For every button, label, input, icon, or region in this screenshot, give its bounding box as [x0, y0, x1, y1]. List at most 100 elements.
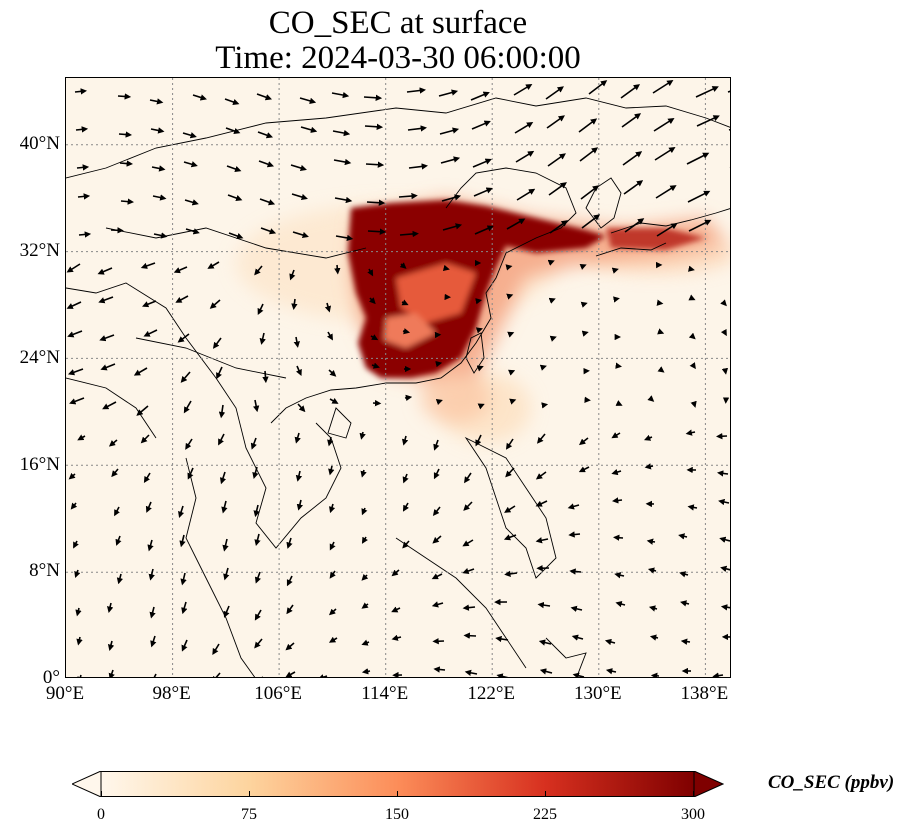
colorbar-tick-150: 150: [385, 806, 409, 823]
lon-tick-114e: 114°E: [361, 683, 409, 704]
wind-arrow: [435, 360, 443, 368]
wind-arrow: [579, 147, 599, 162]
wind-arrow: [680, 638, 691, 645]
wind-arrow: [578, 437, 589, 446]
wind-arrow: [547, 259, 555, 266]
wind-arrow: [361, 507, 368, 516]
wind-arrow: [462, 567, 475, 575]
wind-arrow: [66, 263, 81, 273]
wind-arrow: [536, 433, 546, 444]
wind-arrow: [66, 301, 82, 309]
wind-arrow: [292, 231, 309, 239]
map-title: CO_SEC at surface: [268, 5, 528, 41]
wind-arrow: [588, 80, 608, 95]
wind-arrow: [650, 672, 660, 677]
wind-arrow: [690, 400, 697, 408]
wind-arrow: [442, 223, 463, 231]
wind-arrow: [328, 465, 335, 476]
wind-arrow: [433, 439, 440, 451]
wind-arrow: [175, 295, 189, 303]
wind-arrow: [687, 190, 711, 203]
wind-arrow: [143, 329, 158, 337]
wind-arrow: [580, 185, 600, 200]
wind-arrow: [253, 504, 260, 518]
wind-arrow: [720, 604, 730, 611]
wind-arrow: [150, 127, 165, 134]
wind-arrow: [442, 264, 450, 272]
wind-arrow: [505, 438, 514, 450]
wind-arrow: [120, 198, 135, 205]
wind-arrow: [438, 89, 459, 97]
colorbar-extend-max: [693, 770, 725, 798]
wind-arrow: [149, 606, 156, 619]
wind-arrow: [286, 575, 293, 587]
wind-arrow: [546, 115, 565, 129]
map-time: Time: 2024-03-30 06:00:00: [215, 40, 581, 76]
wind-arrow: [545, 86, 564, 100]
wind-arrow: [432, 535, 442, 544]
wind-arrow: [679, 571, 689, 578]
wind-arrow: [496, 673, 509, 677]
wind-arrow: [222, 538, 229, 552]
wind-arrow: [257, 303, 264, 316]
wind-arrow: [180, 371, 191, 383]
wind-arrow: [360, 469, 367, 478]
wind-arrow: [440, 156, 461, 164]
lat-tick-0: 0°: [42, 667, 60, 688]
map-svg: [66, 78, 730, 677]
wind-arrow: [253, 399, 260, 413]
wind-arrow: [391, 606, 401, 613]
wind-arrow: [177, 333, 190, 343]
wind-arrow: [254, 638, 263, 649]
wind-arrow: [644, 434, 653, 441]
wind-arrow: [254, 609, 262, 621]
wind-arrow: [153, 673, 157, 677]
map-panel[interactable]: [65, 77, 731, 678]
wind-arrow: [223, 605, 230, 618]
wind-arrow: [295, 365, 302, 377]
wind-arrow: [463, 501, 473, 511]
wind-arrow: [74, 88, 88, 95]
wind-arrow: [219, 471, 227, 485]
wind-arrow: [77, 674, 84, 677]
wind-arrow: [535, 537, 549, 544]
wind-arrow: [285, 671, 296, 677]
wind-arrow: [463, 632, 477, 639]
wind-arrow: [615, 400, 623, 406]
wind-arrow: [187, 467, 194, 480]
wind-arrow: [216, 366, 223, 380]
wind-arrow: [76, 164, 90, 171]
wind-arrow: [149, 98, 164, 105]
wind-arrow: [335, 234, 354, 242]
wind-arrow: [504, 570, 518, 578]
wind-arrow: [475, 327, 483, 334]
wind-arrow: [402, 540, 410, 549]
wind-arrow: [108, 439, 118, 447]
wind-arrow: [145, 501, 152, 513]
wind-arrow: [402, 473, 409, 484]
wind-arrow: [258, 160, 275, 168]
wind-arrow: [370, 334, 379, 341]
wind-arrow: [538, 639, 552, 646]
wind-arrow: [507, 331, 515, 338]
wind-arrow: [99, 334, 115, 342]
lon-tick-130e: 130°E: [573, 683, 622, 704]
wind-arrow: [462, 539, 474, 547]
wind-arrow: [180, 572, 187, 586]
wind-arrow: [407, 125, 428, 132]
wind-arrow: [328, 636, 338, 643]
wind-arrow: [153, 232, 168, 239]
wind-arrow: [504, 505, 516, 513]
wind-arrow: [402, 502, 409, 512]
wind-arrow: [729, 167, 730, 168]
wind-arrow: [209, 299, 221, 309]
colorbar: [70, 770, 725, 798]
wind-arrow: [317, 674, 328, 677]
wind-arrow: [624, 218, 645, 233]
wind-arrow: [221, 500, 228, 514]
wind-arrow: [547, 153, 566, 167]
wind-arrow: [291, 193, 308, 201]
lon-tick-90e: 90°E: [45, 683, 85, 704]
wind-arrow: [656, 223, 678, 237]
wind-arrow: [328, 503, 336, 514]
